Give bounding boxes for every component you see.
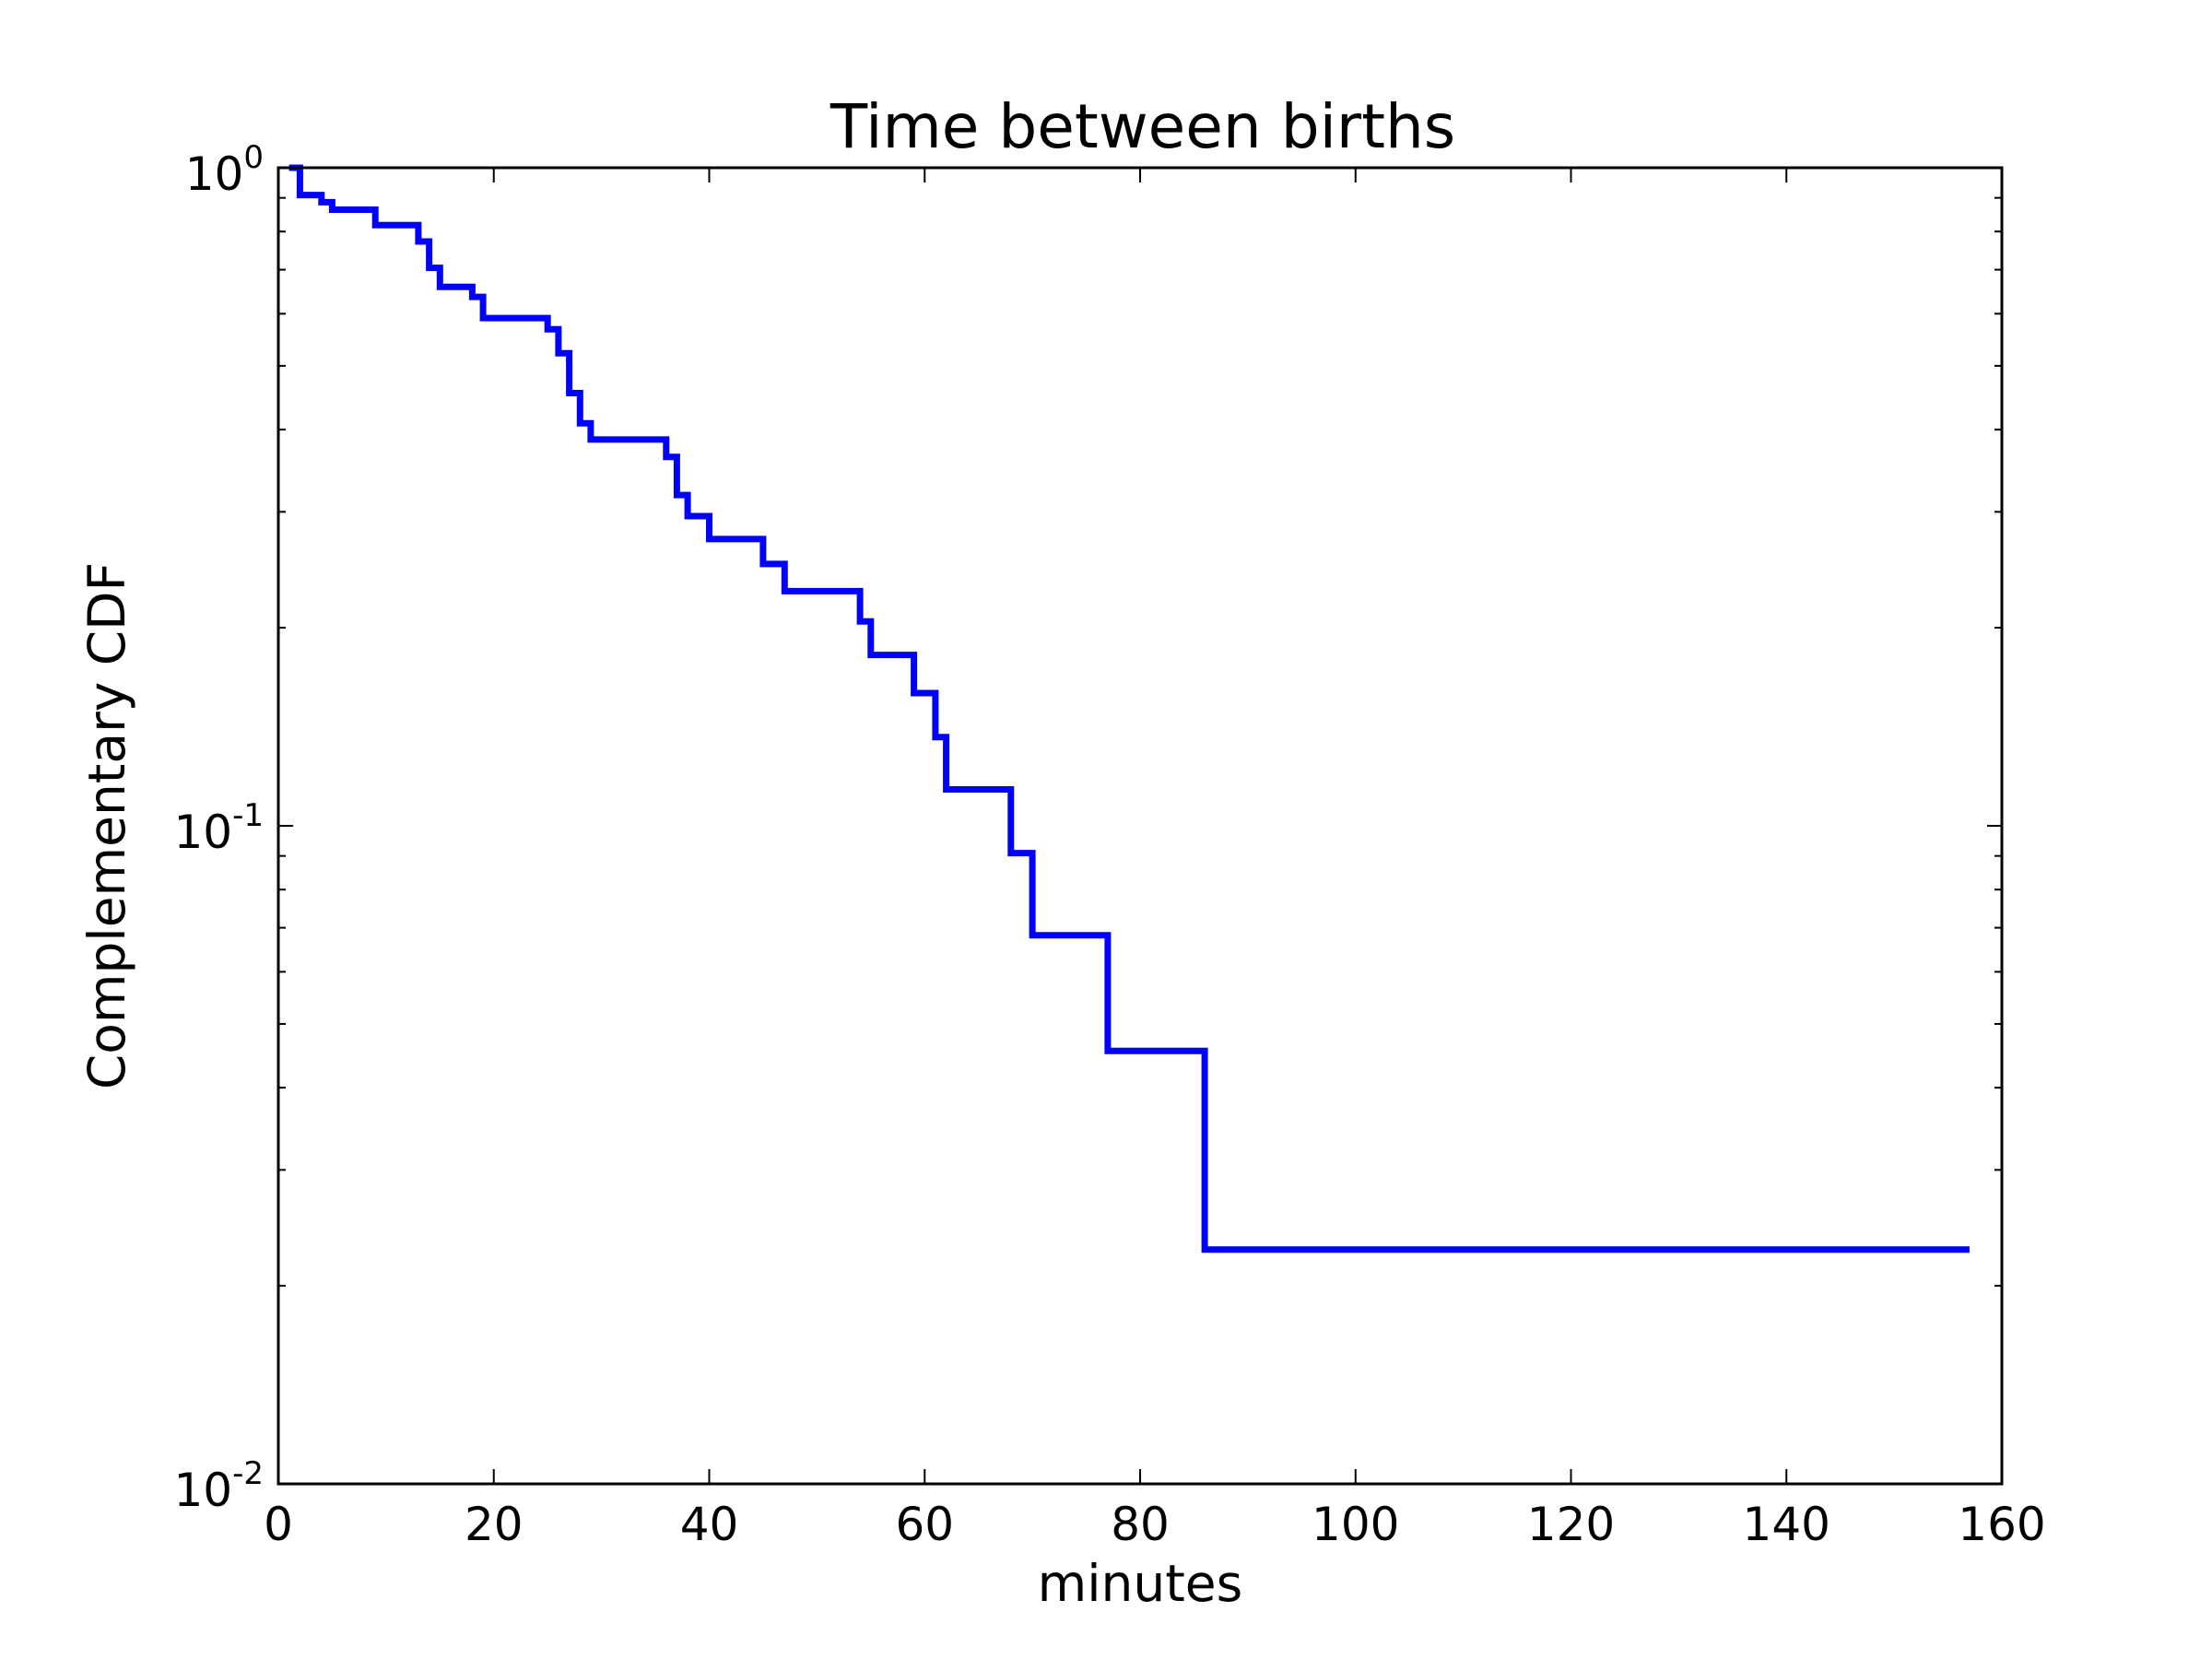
x-tick-label: 140 (1743, 1498, 1830, 1551)
x-tick-label: 100 (1312, 1498, 1399, 1551)
axis-ticks (277, 167, 2003, 1485)
x-tick-label: 20 (465, 1498, 524, 1551)
y-axis-label: Complementary CDF (77, 562, 136, 1089)
x-axis-label: minutes (1038, 1554, 1243, 1613)
y-tick-label: 100 (185, 139, 264, 201)
x-tick-label: 120 (1527, 1498, 1615, 1551)
x-tick-label: 0 (264, 1498, 293, 1551)
series-line (288, 164, 1970, 1253)
x-tick-label: 60 (895, 1498, 954, 1551)
chart-title: Time between births (830, 91, 1455, 162)
x-tick-label: 80 (1111, 1498, 1170, 1551)
y-tick-label: 10-1 (173, 797, 264, 859)
tick-labels: 0 20 40 60 80 100 120 140 160 100 10-1 10-2 (173, 139, 2045, 1551)
x-tick-label: 160 (1958, 1498, 2045, 1551)
y-tick-label: 10-2 (173, 1455, 264, 1517)
plot-frame (276, 166, 2004, 1486)
x-tick-label: 40 (680, 1498, 739, 1551)
